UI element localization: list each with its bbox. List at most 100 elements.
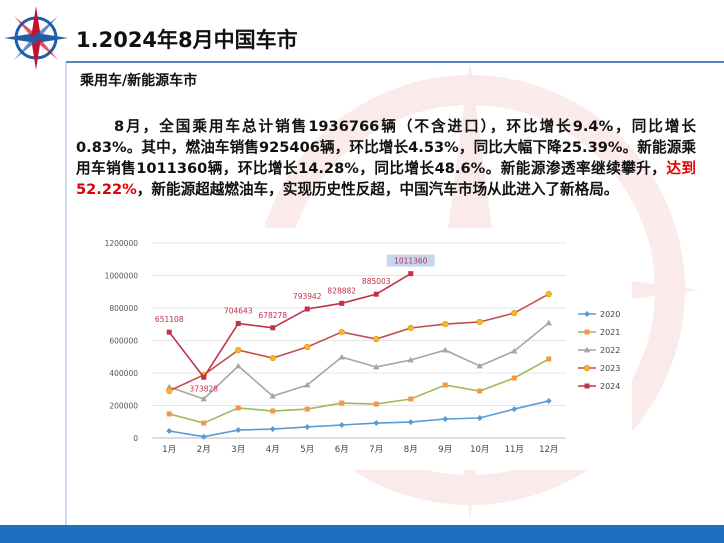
data-label: 373828 (189, 384, 218, 393)
data-point (166, 329, 172, 335)
data-point (373, 401, 379, 407)
data-label: 828882 (327, 286, 356, 295)
x-tick-label: 2月 (197, 445, 211, 455)
x-tick-label: 3月 (231, 445, 245, 455)
legend-marker (584, 311, 590, 317)
data-point (270, 325, 276, 331)
data-point (304, 343, 311, 351)
y-tick-label: 1200000 (105, 239, 139, 248)
series-line (168, 272, 412, 379)
y-tick-label: 400000 (109, 369, 138, 378)
legend-marker (583, 364, 591, 372)
data-label: 885003 (362, 277, 391, 286)
data-label: 1011360 (394, 257, 428, 266)
y-tick-label: 0 (133, 434, 138, 443)
data-point (442, 320, 449, 328)
data-point (511, 375, 517, 381)
data-point (442, 382, 448, 388)
legend-label: 2020 (600, 310, 620, 319)
data-point (235, 405, 241, 411)
data-label: 793942 (293, 292, 322, 301)
data-label: 704643 (224, 306, 253, 315)
data-point (201, 420, 207, 426)
data-point (269, 354, 276, 362)
legend-marker (584, 383, 590, 389)
data-point (270, 408, 276, 414)
data-point (545, 397, 552, 404)
x-tick-label: 6月 (335, 445, 349, 455)
paragraph: 8月，全国乘用车总计销售1936766辆（不含进口），环比增长9.4%，同比增长… (76, 116, 696, 200)
y-tick-label: 1000000 (105, 272, 139, 281)
data-point (235, 427, 242, 434)
y-tick-label: 600000 (109, 337, 138, 346)
data-point (373, 291, 379, 297)
logo (4, 6, 68, 70)
x-tick-label: 4月 (266, 445, 280, 455)
chart-bg (100, 228, 632, 470)
data-point (304, 381, 311, 388)
data-label: 678278 (258, 311, 287, 320)
data-point (235, 320, 241, 326)
legend-marker (583, 346, 591, 353)
label-highlight (386, 254, 435, 267)
legend-marker (584, 329, 590, 335)
data-point (304, 406, 310, 412)
footer-bar (0, 525, 724, 543)
x-tick-label: 12月 (539, 445, 558, 455)
data-point (269, 392, 276, 399)
text-run: 达到52.22% (76, 160, 696, 198)
y-tick-label: 200000 (109, 402, 138, 411)
series-line (169, 358, 550, 424)
data-point (166, 411, 172, 417)
data-point (339, 400, 345, 406)
subtitle: 乘用车/新能源车市 (80, 73, 198, 89)
data-point (476, 318, 483, 326)
data-point (407, 356, 414, 363)
data-point (477, 388, 483, 394)
data-point (200, 395, 207, 402)
data-point (201, 374, 207, 380)
data-point (269, 426, 276, 433)
data-point (407, 419, 414, 426)
x-tick-label: 11月 (505, 445, 524, 455)
text-run: ，新能源超越燃油车，实现历史性反超，中国汽车市场从此进入了新格局。 (136, 181, 619, 198)
data-point (166, 428, 173, 435)
data-point (442, 346, 449, 353)
data-point (166, 383, 173, 390)
legend-label: 2024 (600, 382, 620, 391)
data-point (304, 423, 311, 430)
x-tick-label: 7月 (369, 445, 383, 455)
data-point (407, 324, 414, 332)
data-point (511, 309, 518, 317)
data-point (200, 433, 207, 440)
data-point (546, 356, 552, 362)
data-point (545, 319, 552, 326)
data-point (408, 396, 414, 402)
text-run: 8月，全国乘用车总计销售1936766辆（不含进口），环比增长9.4%，同比增长… (76, 118, 696, 177)
data-point (408, 271, 414, 277)
legend-label: 2021 (600, 328, 620, 337)
data-point (373, 420, 380, 427)
legend-label: 2023 (600, 364, 620, 373)
data-point (373, 363, 380, 370)
data-point (476, 362, 483, 369)
x-tick-label: 9月 (438, 445, 452, 455)
x-tick-label: 10月 (470, 445, 489, 455)
data-point (304, 306, 310, 312)
x-tick-label: 8月 (404, 445, 418, 455)
x-tick-label: 1月 (162, 445, 176, 455)
data-point (338, 422, 345, 428)
data-point (545, 290, 552, 298)
data-point (511, 406, 518, 413)
data-point (476, 415, 483, 422)
title: 1.2024年8月中国车市 (76, 28, 298, 52)
series-line (169, 400, 549, 438)
data-point (338, 353, 345, 360)
data-point (511, 347, 518, 354)
x-tick-label: 5月 (300, 445, 314, 455)
series-line (168, 293, 550, 392)
data-label: 651108 (155, 315, 184, 324)
legend-label: 2022 (600, 346, 620, 355)
data-point (235, 346, 242, 354)
